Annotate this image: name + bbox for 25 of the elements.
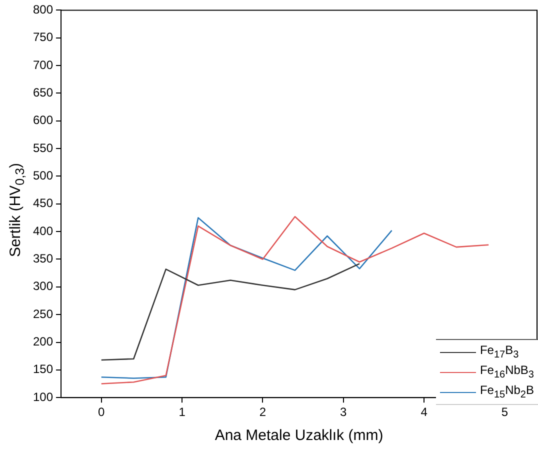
y-tick-label: 500 — [32, 168, 54, 183]
x-axis-title: Ana Metale Uzaklık (mm) — [214, 427, 384, 444]
y-tick-label: 750 — [32, 30, 54, 44]
y-tick-label: 100 — [32, 390, 54, 404]
x-tick-label: 4 — [420, 405, 428, 420]
y-tick-label: 650 — [32, 86, 54, 100]
y-tick-label: 550 — [32, 140, 54, 155]
x-tick-label: 5 — [501, 405, 508, 420]
legend-label: Fe$_{17}$B$_{3}$ — [480, 343, 519, 361]
y-tick-label: 150 — [32, 362, 54, 376]
y-tick-label: 350 — [32, 252, 54, 266]
y-tick-label: 400 — [32, 224, 54, 238]
y-tick-label: 450 — [32, 196, 54, 210]
y-tick-label: 300 — [32, 279, 54, 294]
legend-label: Fe$_{15}$Nb$_{2}$B — [480, 383, 534, 401]
x-tick-label: 0 — [98, 405, 106, 420]
y-tick-label: 250 — [32, 306, 54, 321]
y-tick-label: 200 — [32, 334, 54, 349]
y-tick-label: 700 — [32, 58, 54, 72]
x-tick-label: 1 — [178, 405, 186, 420]
y-tick-label: 600 — [32, 113, 54, 128]
x-tick-label: 2 — [259, 405, 266, 420]
x-tick-label: 3 — [340, 405, 348, 420]
legend-label: Fe$_{16}$NbB$_{3}$ — [480, 363, 534, 381]
y-tick-label: 800 — [32, 2, 54, 17]
